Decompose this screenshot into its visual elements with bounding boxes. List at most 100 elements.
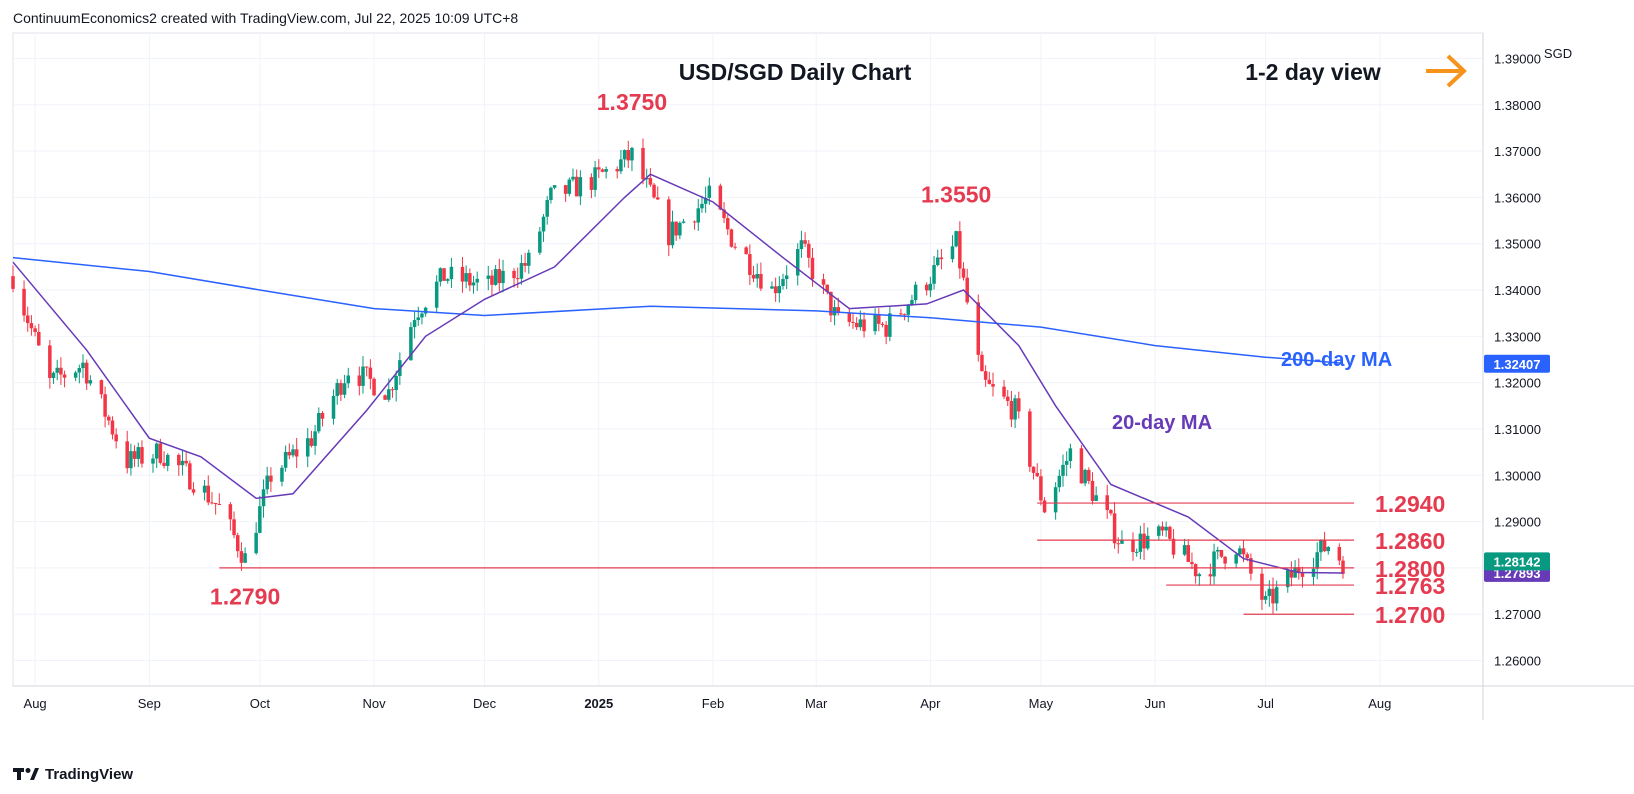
price-annotation: 1.3750 xyxy=(597,89,667,115)
candle-body xyxy=(600,169,605,172)
footer-brand[interactable]: TradingView xyxy=(13,762,133,786)
candle-body xyxy=(1315,552,1319,569)
candle-body xyxy=(158,443,163,463)
candle-body xyxy=(888,313,892,337)
candle-body xyxy=(1134,551,1139,553)
candle-body xyxy=(836,307,841,314)
moving-averages xyxy=(12,173,1344,574)
candle-body xyxy=(1005,396,1010,401)
candle-body xyxy=(22,288,26,316)
candle-body xyxy=(622,150,627,160)
ma200-badge-box xyxy=(1484,354,1550,373)
candle-body xyxy=(965,277,969,303)
candle-body xyxy=(799,240,804,250)
arrow-right-icon xyxy=(1426,54,1467,88)
candle-body xyxy=(748,254,752,275)
candle-body xyxy=(829,291,833,316)
ma20-line xyxy=(12,173,1344,574)
candle-body xyxy=(545,200,549,217)
candle-body xyxy=(1064,461,1069,465)
candle-body xyxy=(59,367,63,375)
candle-body xyxy=(1263,595,1268,600)
candle-body xyxy=(1087,469,1091,481)
candle-body xyxy=(803,240,807,244)
candle-body xyxy=(305,438,310,457)
candle-body xyxy=(280,467,284,482)
candle-body xyxy=(1168,526,1172,539)
candle-body xyxy=(77,368,82,373)
candle-body xyxy=(733,246,737,248)
candle-body xyxy=(755,273,759,279)
candle-body xyxy=(954,231,958,247)
candle-body xyxy=(48,345,52,378)
candle-body xyxy=(1094,495,1098,501)
candle-body xyxy=(99,380,104,395)
candle-body xyxy=(541,216,546,232)
candle-body xyxy=(1035,472,1039,477)
candle-body xyxy=(932,265,936,284)
candle-body xyxy=(567,179,572,194)
x-tick-label: May xyxy=(1029,696,1054,711)
candle-body xyxy=(213,502,218,505)
candle-body xyxy=(445,279,450,281)
candle-body xyxy=(578,177,583,197)
candle-body xyxy=(873,314,877,332)
candle-body xyxy=(991,383,995,387)
axes[interactable]: 1.39000 1.38000 1.37000 1.36000 1.35000 1.340… xyxy=(13,33,1634,720)
candle-body xyxy=(357,375,362,386)
candle-body xyxy=(832,307,837,316)
candle-body xyxy=(320,412,325,419)
candle-body xyxy=(770,286,774,289)
candle-body xyxy=(773,286,778,294)
candle-body xyxy=(1274,587,1279,604)
level-label: 1.2940 xyxy=(1375,491,1445,517)
candle-body xyxy=(1190,561,1194,565)
candle-body xyxy=(387,389,391,400)
candle-body xyxy=(331,395,336,419)
candle-body xyxy=(438,268,443,282)
y-tick-label: 1.30000 xyxy=(1494,468,1541,483)
y-tick-label: 1.38000 xyxy=(1494,98,1541,113)
candle-body xyxy=(519,263,524,279)
candle-body xyxy=(744,247,748,255)
candle-body xyxy=(309,438,314,446)
candle-body xyxy=(346,375,351,384)
level-label: 1.2763 xyxy=(1375,573,1445,599)
candle-body xyxy=(88,380,93,384)
candle-body xyxy=(180,460,185,466)
candle-body xyxy=(615,169,619,172)
candle-body xyxy=(1300,573,1305,577)
candle-body xyxy=(854,322,859,328)
candle-body xyxy=(1182,545,1187,555)
candle-body xyxy=(1171,538,1176,555)
view-label: 1-2 day view xyxy=(1245,59,1381,85)
candle-body xyxy=(648,177,653,185)
candle-body xyxy=(423,307,428,314)
candle-body xyxy=(1031,466,1036,473)
last-price-badge-box xyxy=(1484,552,1550,571)
candle-body xyxy=(103,394,107,417)
candle-body xyxy=(258,506,262,533)
candle-body xyxy=(980,354,984,372)
candle-body xyxy=(655,197,660,200)
price-annotation: 1.3550 xyxy=(921,182,991,208)
candle-body xyxy=(928,283,933,291)
candle-body xyxy=(265,475,269,490)
candle-body xyxy=(412,320,417,328)
candle-body xyxy=(132,451,137,459)
candle-body xyxy=(641,147,645,180)
candle-body xyxy=(1057,475,1062,488)
chart-title: USD/SGD Daily Chart xyxy=(679,59,912,85)
x-tick-label: Aug xyxy=(24,696,47,711)
candle-body xyxy=(51,372,56,378)
candle-body xyxy=(1116,543,1121,545)
candles xyxy=(11,138,1345,615)
candle-body xyxy=(383,395,387,400)
candle-body xyxy=(589,177,594,190)
candle-body xyxy=(154,443,159,459)
candle-body xyxy=(1219,549,1224,557)
candle-body xyxy=(243,553,247,563)
candle-body xyxy=(114,434,118,442)
candle-body xyxy=(501,270,505,284)
